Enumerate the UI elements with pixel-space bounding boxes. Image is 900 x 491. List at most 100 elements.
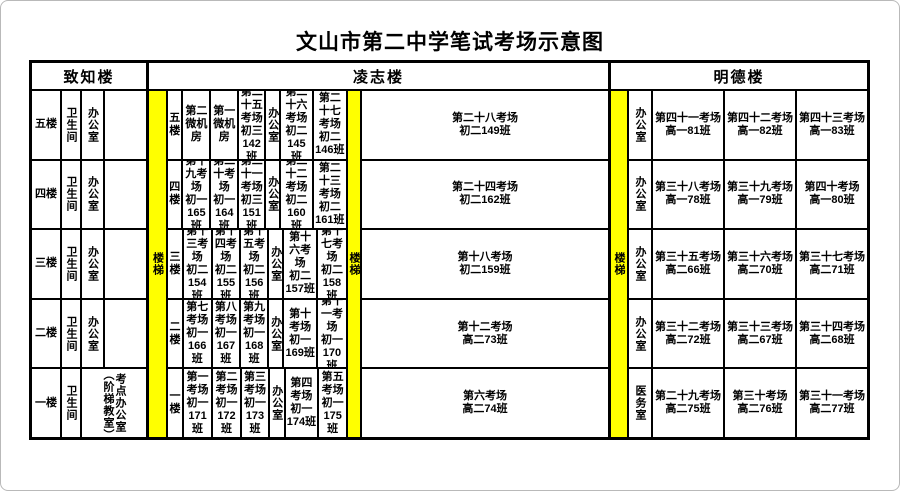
stairwell-column-3: 楼梯 <box>611 91 629 437</box>
building-section-zhizhi: 五楼 卫生间 办公室 四楼 卫生间 办公室 三楼 卫生间 办公室 二楼 卫生间 办公室 一楼 卫生间 考点办… <box>32 91 149 437</box>
room-cell: 第二十一考场 初三151班 <box>239 160 267 229</box>
empty-cell <box>105 91 146 159</box>
bathroom-cell: 卫生间 <box>62 369 82 437</box>
stairwell-column-1: 楼梯 <box>149 91 168 437</box>
bathroom-cell: 卫生间 <box>62 160 82 229</box>
empty-cell <box>105 161 146 229</box>
lingzhi-floor-row: 三楼 第十三考场 初二154班 第十四考场 初二155班 第十五考场 初二156班 办公室 第十… <box>168 230 346 300</box>
office-cell: 办公室 <box>82 230 105 298</box>
room-cell: 第十五考场 初二156班 <box>241 230 270 298</box>
office-cell: 办公室 <box>82 299 105 368</box>
office-cell: 办公室 <box>266 160 282 229</box>
mingde-floor-row: 第二十九考场 高二75班 第三十考场 高二76班 第三十一考场 高二77班 <box>653 369 867 437</box>
lingzhi-floor-row: 一楼 第一考场 初一171班 第二考场 初一172班 第三考场 初一173班 办公室 第四考场初… <box>168 369 346 437</box>
lingzhi-floor-row: 五楼 第二微机房 第一微机房 第二十五考场 初三142班 办公室 第二十六考场 初二145班第… <box>168 91 346 161</box>
room-cell: 第一考场 初一171班 <box>184 369 213 437</box>
floor-label: 四楼 <box>32 160 62 229</box>
page-title: 文山市第二中学笔试考场示意图 <box>296 31 604 54</box>
room-cell: 第十一考场 初一170班 <box>320 299 343 368</box>
stairwell-column-2: 楼梯 <box>346 91 362 437</box>
office-cell: 办公室 <box>629 300 651 370</box>
table-body: 五楼 卫生间 办公室 四楼 卫生间 办公室 三楼 卫生间 办公室 二楼 卫生间 办公室 一楼 卫生间 考点办… <box>32 91 867 437</box>
office-cell: 办公室 <box>629 230 651 300</box>
room-cell: 第三十三考场 高二67班 <box>725 299 797 368</box>
room-cell: 第四考场 初一174班 <box>286 369 320 437</box>
building-section-lingzhi: 楼梯 五楼 第二微机房 第一微机房 第二十五考场 初三142班 办公室 第二十六考场 初二14… <box>149 91 611 437</box>
zhizhi-floor-row: 五楼 卫生间 办公室 <box>32 91 146 161</box>
room-cell: 第二十四考场 初二162班 <box>362 161 608 231</box>
mingde-floor-row: 第四十一考场 高一81班 第四十二考场 高一82班 第四十三考场 高一83班 <box>653 91 867 161</box>
zhizhi-floor-row: 三楼 卫生间 办公室 <box>32 230 146 300</box>
building-header-row: 致知楼 凌志楼 明德楼 <box>32 63 867 91</box>
room-cell: 第二十二考场 初二160班 <box>281 160 314 229</box>
floor-label: 一楼 <box>32 369 62 437</box>
office-cell: 办公室 <box>629 161 651 231</box>
room-cell: 第三十五考场 高二66班 <box>653 230 725 298</box>
room-cell: 第四十三考场 高一83班 <box>799 111 865 137</box>
floor-label: 一楼 <box>168 369 185 437</box>
floor-label: 四楼 <box>168 160 184 229</box>
room-cell: 第三十七考场 高二71班 <box>799 250 865 276</box>
office-cell: 办公室 <box>270 369 286 437</box>
lingzhi-floor-row: 四楼 第十九考场 初一165班 第二十考场 初一164班 第二十一考场 初三151班 办公室第… <box>168 160 346 231</box>
stair-label: 楼梯 <box>348 252 360 276</box>
room-cell: 第三十二考场 高二72班 <box>653 299 725 368</box>
room-cell: 第十二考场 高二73班 <box>362 300 608 370</box>
floor-label: 五楼 <box>168 91 184 159</box>
room-cell: 第二十八考场 初二149班 <box>362 91 608 161</box>
room-cell: 第二十七考场 初二146班 <box>315 92 345 157</box>
room-cell: 第二微机房 <box>183 91 212 159</box>
building-header-zhizhi: 致知楼 <box>32 63 149 89</box>
room-cell: 第十九考场 初一165班 <box>183 160 212 229</box>
zhizhi-floor-row: 一楼 卫生间 考点办公室（阶梯教室） <box>32 369 146 437</box>
room-cell: 第二考场 初一172班 <box>213 369 242 437</box>
bathroom-cell: 卫生间 <box>62 230 82 298</box>
office-cell: 办公室 <box>629 91 651 161</box>
room-cell: 第一微机房 <box>211 91 240 159</box>
empty-cell <box>105 300 146 368</box>
room-cell: 第十四考场 初二155班 <box>213 230 242 298</box>
floor-label: 二楼 <box>168 299 184 368</box>
room-cell: 第七考场 初一166班 <box>184 299 213 368</box>
room-cell: 第四十二考场 高一82班 <box>725 91 797 159</box>
room-cell: 第三十一考场 高二77班 <box>799 390 865 416</box>
room-cell: 第四十一考场 高一81班 <box>653 91 725 159</box>
room-cell: 第八考场 初一167班 <box>213 299 242 368</box>
medical-room-cell: 医务室 <box>634 385 646 422</box>
room-cell: 第十七考场 初二158班 <box>320 230 343 298</box>
empty-cell <box>105 230 146 298</box>
room-cell: 第四十考场 高一80班 <box>804 181 860 207</box>
floor-label: 二楼 <box>32 299 62 368</box>
exam-layout-table: 致知楼 凌志楼 明德楼 五楼 卫生间 办公室 四楼 卫生间 办公室 三楼 卫生间 办公室 二楼 卫生… <box>29 60 870 440</box>
floor-label: 三楼 <box>32 230 62 298</box>
office-cell: 办公室 <box>269 299 285 368</box>
room-cell: 第三十考场 高二76班 <box>725 369 797 437</box>
room-cell: 第十六考场 初二157班 <box>284 230 318 298</box>
mingde-floor-row: 第三十五考场 高二66班 第三十六考场 高二70班 第三十七考场 高二71班 <box>653 230 867 300</box>
room-cell: 第六考场 高二74班 <box>462 390 508 416</box>
mingde-floor-row: 第三十八考场 高一78班 第三十九考场 高一79班 第四十考场 高一80班 <box>653 160 867 231</box>
stair-label: 楼梯 <box>151 252 164 276</box>
zhizhi-floor-row: 二楼 卫生间 办公室 <box>32 299 146 370</box>
bathroom-cell: 卫生间 <box>62 299 82 368</box>
room-cell: 第三十六考场 高二70班 <box>725 230 797 298</box>
room-cell: 第三考场 初一173班 <box>242 369 270 437</box>
office-cell: 办公室 <box>269 230 285 298</box>
room-cell: 第二十五考场 初三142班 <box>239 91 267 159</box>
office-cell: 办公室 <box>82 160 105 229</box>
room-cell: 第三十四考场 高二68班 <box>799 320 865 346</box>
floor-label: 三楼 <box>168 230 184 298</box>
room-cell: 第九考场 初一168班 <box>241 299 270 368</box>
lingzhi-floor-row: 二楼 第七考场 初一166班 第八考场 初一167班 第九考场 初一168班 办公室 第十考场初… <box>168 299 346 370</box>
floor-label: 五楼 <box>32 91 62 159</box>
room-cell: 第三十九考场 高一79班 <box>725 160 797 229</box>
stair-label: 楼梯 <box>613 252 625 276</box>
room-cell: 第十三考场 初二154班 <box>184 230 213 298</box>
room-cell: 第十考场 初一169班 <box>284 299 318 368</box>
mingde-floor-row: 第三十二考场 高二72班 第三十三考场 高二67班 第三十四考场 高二68班 <box>653 299 867 370</box>
exam-office-cell: 考点办公室（阶梯教室） <box>102 369 126 437</box>
room-cell: 第二十三考场 初二161班 <box>315 161 345 226</box>
office-cell: 办公室 <box>82 91 105 159</box>
room-cell: 第二十六考场 初二145班 <box>281 91 314 159</box>
room-cell: 第五考场 初一175班 <box>321 370 344 435</box>
